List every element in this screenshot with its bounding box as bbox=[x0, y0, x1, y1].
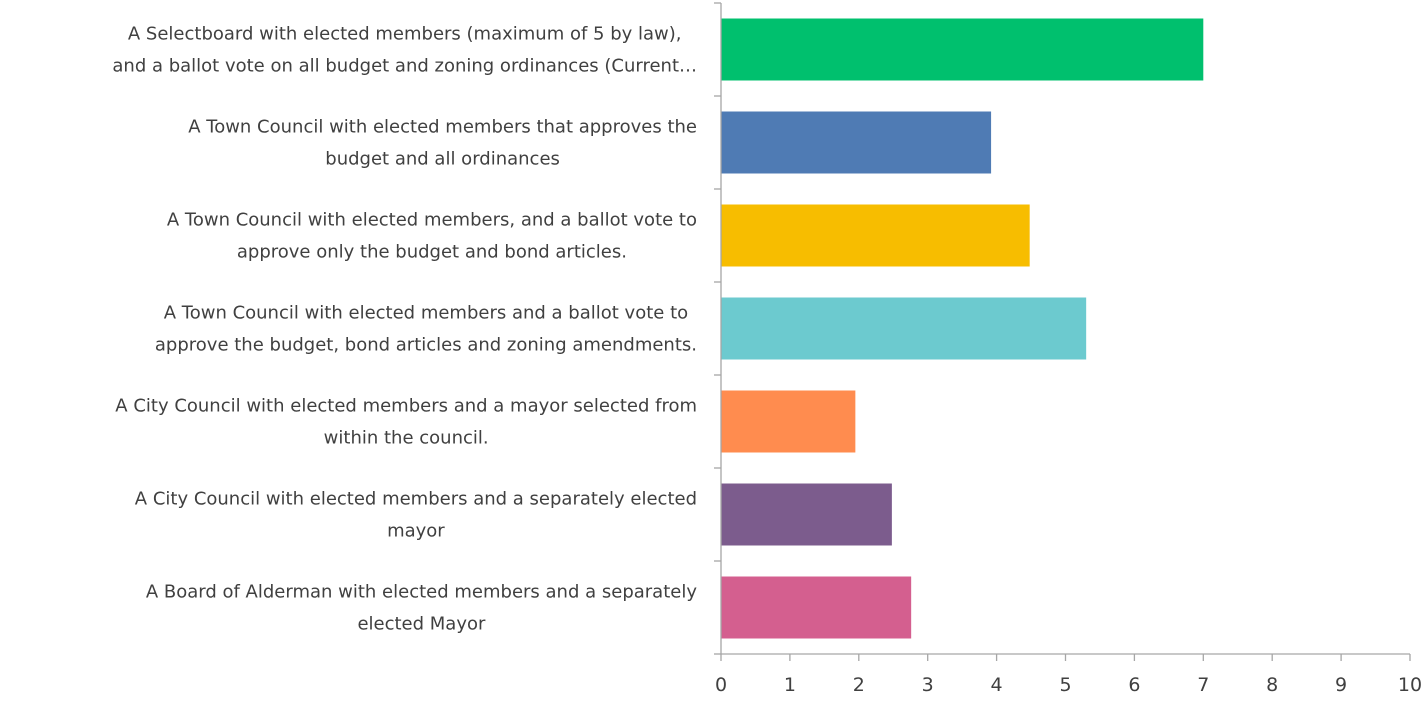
category-label-line: A Town Council with elected members and … bbox=[164, 303, 688, 324]
category-label-7: A Board of Alderman with elected members… bbox=[146, 582, 698, 635]
x-tick-label-2: 2 bbox=[853, 674, 865, 696]
category-label-6: A City Council with elected members and … bbox=[135, 489, 697, 542]
category-label-line: and a ballot vote on all budget and zoni… bbox=[112, 56, 697, 77]
x-tick-label-8: 8 bbox=[1266, 674, 1278, 696]
bar-1 bbox=[721, 18, 1204, 81]
x-tick-label-9: 9 bbox=[1335, 674, 1347, 696]
category-label-1: A Selectboard with elected members (maxi… bbox=[112, 24, 697, 77]
category-label-line: A Town Council with elected members, and… bbox=[167, 210, 697, 231]
bar-4 bbox=[721, 297, 1087, 360]
category-label-line: A City Council with elected members and … bbox=[115, 396, 697, 417]
category-label-line: approve the budget, bond articles and zo… bbox=[155, 335, 697, 356]
category-label-line: budget and all ordinances bbox=[325, 149, 560, 170]
bar-5 bbox=[721, 390, 856, 453]
category-label-line: A Selectboard with elected members (maxi… bbox=[128, 24, 682, 45]
category-label-4: A Town Council with elected members and … bbox=[155, 303, 697, 356]
axes-group: 0 1 2 3 4 5 6 7 8 9 10 bbox=[714, 2, 1422, 696]
category-label-line: mayor bbox=[387, 521, 445, 542]
bar-6 bbox=[721, 483, 892, 546]
x-tick-label-10: 10 bbox=[1398, 674, 1422, 696]
category-label-line: A City Council with elected members and … bbox=[135, 489, 697, 510]
category-label-line: elected Mayor bbox=[357, 614, 486, 635]
bar-3 bbox=[721, 204, 1030, 267]
x-tick-label-3: 3 bbox=[922, 674, 934, 696]
category-label-line: approve only the budget and bond article… bbox=[237, 242, 627, 263]
category-label-3: A Town Council with elected members, and… bbox=[167, 210, 697, 263]
x-tick-label-7: 7 bbox=[1197, 674, 1209, 696]
category-label-line: within the council. bbox=[324, 428, 489, 449]
category-label-2: A Town Council with elected members that… bbox=[188, 117, 697, 170]
category-label-5: A City Council with elected members and … bbox=[115, 396, 697, 449]
category-label-line: A Board of Alderman with elected members… bbox=[146, 582, 698, 603]
bar-2 bbox=[721, 111, 992, 174]
x-tick-label-5: 5 bbox=[1059, 674, 1071, 696]
bar-7 bbox=[721, 576, 912, 639]
x-tick-label-0: 0 bbox=[715, 674, 727, 696]
x-tick-label-1: 1 bbox=[784, 674, 796, 696]
category-label-line: A Town Council with elected members that… bbox=[188, 117, 697, 138]
x-tick-label-4: 4 bbox=[991, 674, 1003, 696]
x-tick-label-6: 6 bbox=[1128, 674, 1140, 696]
category-labels-group: A Selectboard with elected members (maxi… bbox=[112, 24, 697, 635]
bars-group bbox=[721, 18, 1204, 639]
